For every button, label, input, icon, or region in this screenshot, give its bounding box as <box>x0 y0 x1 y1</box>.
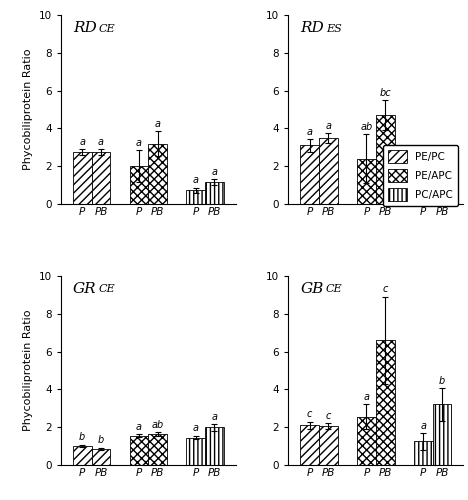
Text: ab: ab <box>152 420 164 430</box>
Bar <box>73 446 92 465</box>
Bar <box>130 436 148 465</box>
Text: b: b <box>98 436 104 446</box>
Text: bc: bc <box>380 88 391 98</box>
Text: a: a <box>98 137 104 147</box>
Bar <box>376 115 395 204</box>
Bar <box>414 442 432 465</box>
Bar <box>130 166 148 204</box>
Text: a: a <box>136 138 142 148</box>
Bar <box>186 190 205 204</box>
Bar <box>73 152 92 204</box>
Bar <box>300 146 319 204</box>
Text: a: a <box>439 162 445 172</box>
Legend: PE/PC, PE/APC, PC/APC: PE/PC, PE/APC, PC/APC <box>383 145 458 206</box>
Bar <box>148 434 167 465</box>
Bar <box>319 138 338 204</box>
Text: a: a <box>420 174 426 184</box>
Bar <box>432 404 451 465</box>
Bar <box>319 426 338 465</box>
Text: a: a <box>325 121 331 131</box>
Text: a: a <box>79 137 85 147</box>
Y-axis label: Phycobiliprotein Ratio: Phycobiliprotein Ratio <box>23 49 33 170</box>
Text: CE: CE <box>326 284 343 294</box>
Bar <box>205 182 224 204</box>
Bar <box>300 426 319 465</box>
Text: a: a <box>364 392 369 402</box>
Bar <box>92 449 110 465</box>
Bar <box>432 178 451 204</box>
Text: a: a <box>420 420 426 430</box>
Text: a: a <box>212 412 218 422</box>
Bar <box>357 158 376 204</box>
Text: a: a <box>193 176 199 186</box>
Bar <box>186 438 205 465</box>
Text: a: a <box>155 119 161 129</box>
Bar <box>357 417 376 465</box>
Text: b: b <box>439 376 445 386</box>
Bar <box>205 427 224 465</box>
Text: RD: RD <box>300 20 324 34</box>
Text: GR: GR <box>73 282 97 296</box>
Text: c: c <box>382 284 388 294</box>
Text: ab: ab <box>360 122 373 132</box>
Text: CE: CE <box>98 24 115 34</box>
Text: a: a <box>136 422 142 432</box>
Bar <box>92 152 110 204</box>
Bar <box>148 144 167 204</box>
Y-axis label: Phycobiliprotein Ratio: Phycobiliprotein Ratio <box>23 310 33 431</box>
Text: a: a <box>307 126 313 136</box>
Text: c: c <box>307 409 312 419</box>
Text: GB: GB <box>300 282 324 296</box>
Text: b: b <box>79 432 85 442</box>
Text: a: a <box>193 424 199 434</box>
Text: ES: ES <box>326 24 342 34</box>
Text: RD: RD <box>73 20 97 34</box>
Bar <box>376 340 395 465</box>
Text: CE: CE <box>98 284 115 294</box>
Text: a: a <box>212 167 218 177</box>
Bar <box>414 190 432 204</box>
Text: c: c <box>326 411 331 421</box>
